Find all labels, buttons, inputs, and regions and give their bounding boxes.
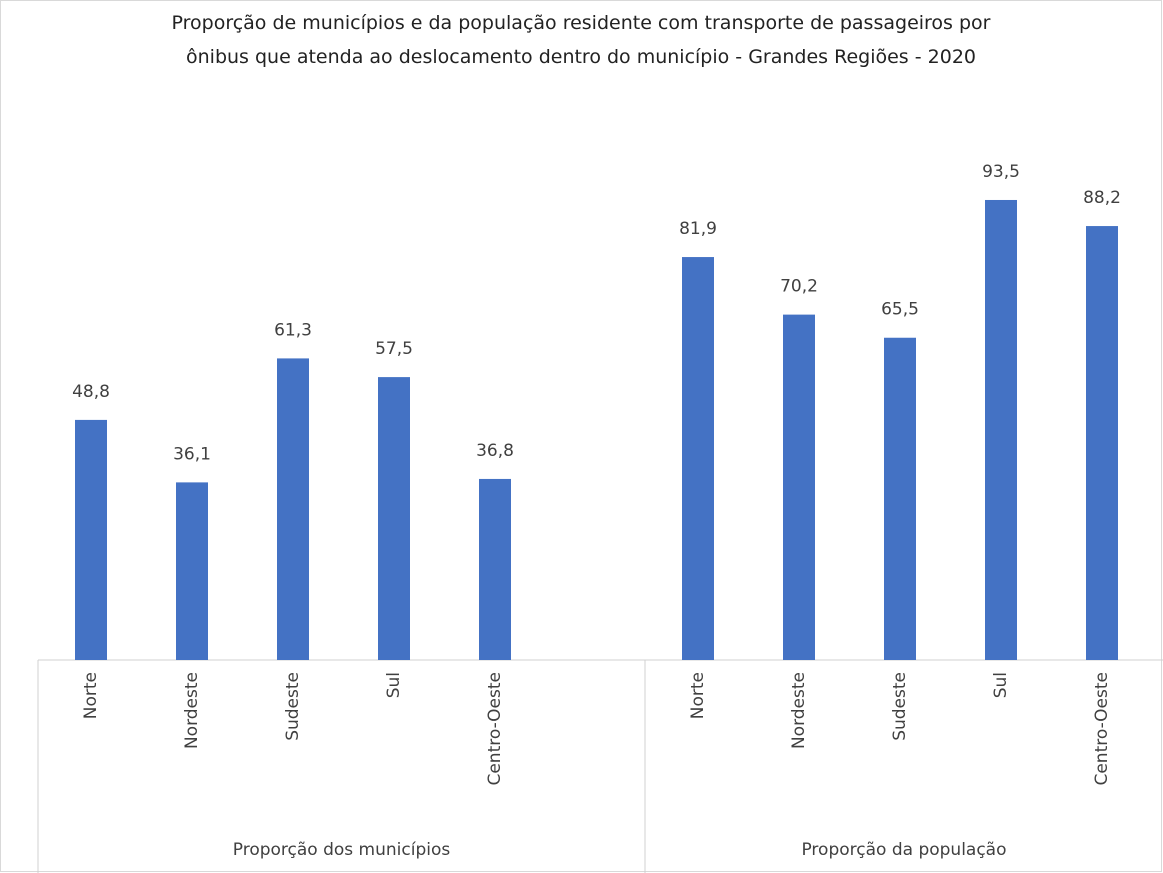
x-tick-label: Norte	[688, 672, 708, 719]
data-label: 57,5	[375, 339, 413, 359]
x-tick-label: Norte	[81, 672, 101, 719]
bar	[985, 199, 1017, 661]
data-label: 36,1	[173, 444, 211, 464]
bar	[176, 482, 208, 660]
bar	[479, 478, 511, 660]
group-label: Proporção dos municípios	[233, 840, 451, 860]
bar	[378, 377, 410, 660]
x-tick-label: Sul	[991, 672, 1011, 698]
data-label: 65,5	[881, 300, 919, 320]
data-label: 70,2	[780, 277, 818, 297]
data-label: 81,9	[679, 219, 717, 239]
bar	[884, 337, 916, 660]
group-label: Proporção da população	[801, 840, 1006, 860]
x-tick-label: Nordeste	[182, 672, 202, 749]
data-label: 61,3	[274, 320, 312, 340]
data-label: 48,8	[72, 382, 110, 402]
x-tick-label: Sudeste	[890, 672, 910, 741]
data-label: 36,8	[476, 441, 514, 461]
chart-title: Proporção de municípios e da população r…	[171, 12, 991, 68]
x-tick-label: Centro-Oeste	[485, 672, 505, 786]
bar	[783, 314, 815, 660]
bar	[1086, 226, 1118, 660]
data-label: 88,2	[1083, 188, 1121, 208]
data-label: 93,5	[982, 162, 1020, 182]
x-tick-label: Sul	[384, 672, 404, 698]
x-tick-label: Nordeste	[789, 672, 809, 749]
bar	[277, 358, 309, 660]
x-tick-label: Sudeste	[283, 672, 303, 741]
bar	[75, 419, 107, 660]
x-tick-label: Centro-Oeste	[1092, 672, 1112, 786]
bar	[682, 257, 714, 660]
